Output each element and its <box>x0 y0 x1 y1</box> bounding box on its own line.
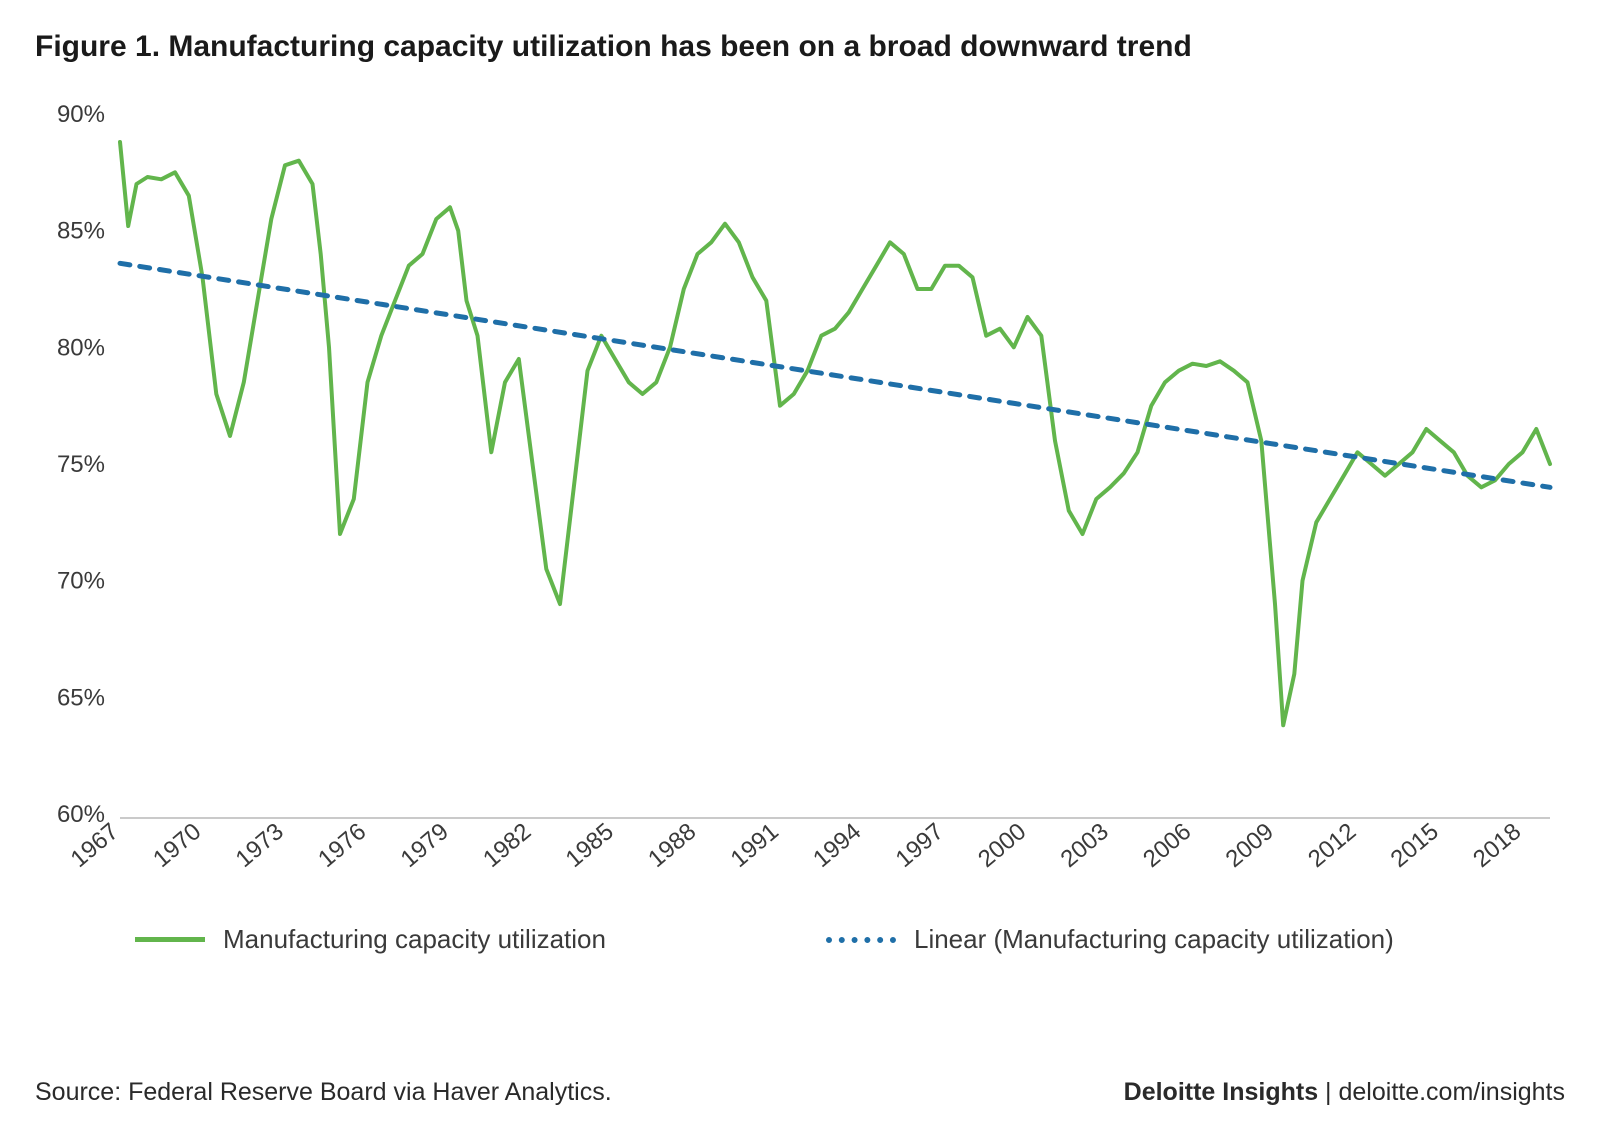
svg-text:90%: 90% <box>57 104 105 128</box>
legend: Manufacturing capacity utilization Linea… <box>135 924 1565 955</box>
svg-text:1988: 1988 <box>643 818 701 873</box>
svg-text:65%: 65% <box>57 684 105 711</box>
legend-item-trend: Linear (Manufacturing capacity utilizati… <box>826 924 1394 955</box>
figure-container: Figure 1. Manufacturing capacity utiliza… <box>0 0 1600 1137</box>
svg-text:80%: 80% <box>57 334 105 361</box>
svg-text:85%: 85% <box>57 218 105 245</box>
svg-text:2009: 2009 <box>1221 818 1279 873</box>
source-text: Source: Federal Reserve Board via Haver … <box>35 1078 612 1107</box>
svg-text:1991: 1991 <box>726 818 784 873</box>
footer: Source: Federal Reserve Board via Haver … <box>35 1078 1565 1107</box>
svg-text:2006: 2006 <box>1138 818 1196 873</box>
svg-text:1976: 1976 <box>313 818 371 873</box>
svg-text:75%: 75% <box>57 451 105 478</box>
svg-text:1970: 1970 <box>148 818 206 873</box>
svg-text:1982: 1982 <box>478 818 536 873</box>
chart-area: 60%65%70%75%80%85%90%1967197019731976197… <box>35 104 1565 894</box>
legend-swatch-series <box>135 937 205 942</box>
svg-text:70%: 70% <box>57 568 105 595</box>
svg-text:1997: 1997 <box>891 818 949 873</box>
svg-text:1985: 1985 <box>561 818 619 873</box>
svg-text:2012: 2012 <box>1303 818 1361 873</box>
svg-text:1973: 1973 <box>231 818 289 873</box>
svg-text:1979: 1979 <box>396 818 454 873</box>
chart-title: Figure 1. Manufacturing capacity utiliza… <box>35 30 1565 64</box>
brand-rest: | deloitte.com/insights <box>1318 1078 1565 1106</box>
legend-item-series: Manufacturing capacity utilization <box>135 924 606 955</box>
legend-label-trend: Linear (Manufacturing capacity utilizati… <box>914 924 1394 955</box>
svg-text:2003: 2003 <box>1056 818 1114 873</box>
svg-text:1994: 1994 <box>808 818 866 873</box>
legend-label-series: Manufacturing capacity utilization <box>223 924 606 955</box>
svg-text:2018: 2018 <box>1468 818 1526 873</box>
brand-text: Deloitte Insights | deloitte.com/insight… <box>1124 1078 1565 1107</box>
line-chart-svg: 60%65%70%75%80%85%90%1967197019731976197… <box>35 104 1565 894</box>
svg-text:2015: 2015 <box>1386 818 1444 873</box>
brand-strong: Deloitte Insights <box>1124 1078 1318 1106</box>
legend-swatch-trend <box>826 937 896 943</box>
svg-text:2000: 2000 <box>973 818 1031 873</box>
